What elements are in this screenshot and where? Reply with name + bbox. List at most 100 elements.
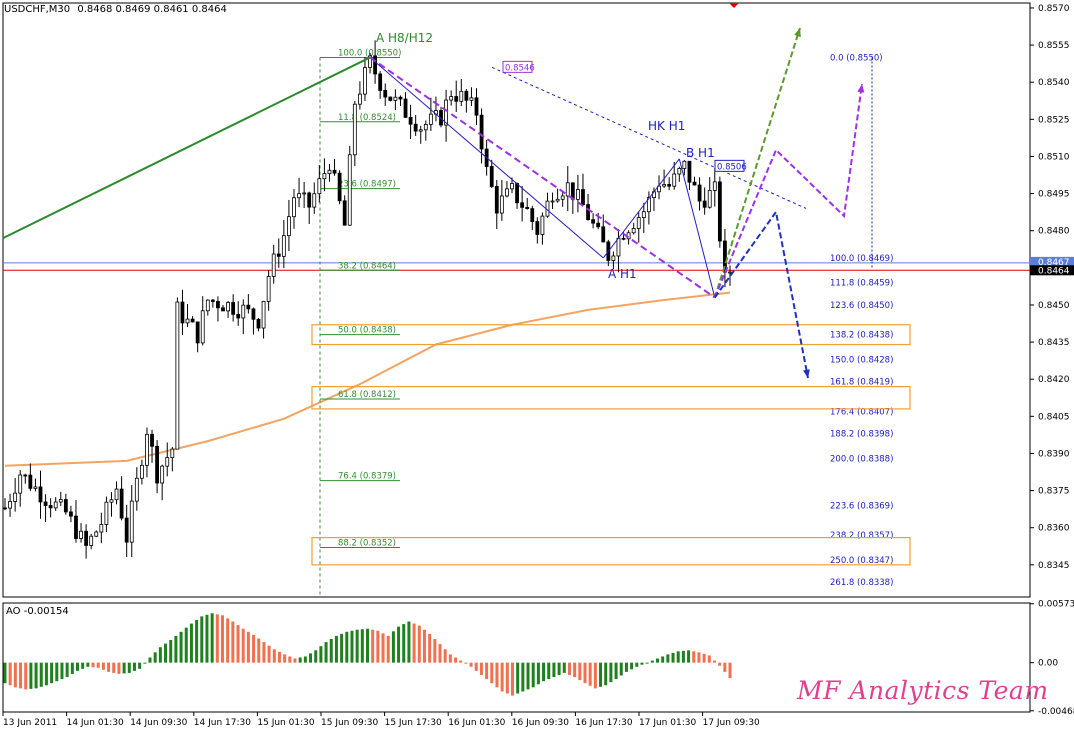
ao-bar [210,613,214,663]
candle-body [697,184,702,202]
candle-body [378,73,383,91]
projection-arrow-green-head [794,28,801,37]
candle-body [185,318,190,324]
x-tick-label: 17 Jun 01:30 [639,718,696,728]
candle-body [565,182,570,197]
candle-body [408,116,413,125]
candle-body [322,173,327,180]
ao-bar [386,635,390,663]
bid-tag [1030,265,1074,276]
ao-bar [205,614,209,663]
ao-bar [262,642,266,663]
ao-bar [24,662,28,690]
ao-bar [55,662,59,682]
wave-line-a [369,57,604,259]
ao-bar [127,662,131,673]
target-zone [311,536,911,566]
candle-body [586,204,590,221]
ao-bar [3,662,7,684]
ao-bar [117,662,121,674]
ao-bar [91,662,95,668]
ao-bar [531,662,535,688]
fib-extension-label: 161.8 (0.8419) [830,378,893,388]
ao-bar [179,631,183,663]
y-tick-label: 0.8420 [1038,375,1070,385]
candle-body [312,193,317,208]
candle-body [510,183,514,190]
ao-bar [96,662,100,668]
ao-bar [723,662,727,672]
ao-bar [226,618,230,663]
ao-bar [438,644,442,663]
candle-body [69,511,73,517]
header-symbol: USDCHF,M30 0.8468 0.8469 0.8461 0.8464 [4,4,227,15]
fib-retracement-label: 88.2 (0.8352) [338,539,396,549]
candle-body [28,474,33,489]
candle-body [287,216,291,237]
candle-body [383,90,388,98]
ao-bar [381,633,385,663]
candle-body [3,507,7,510]
y-tick-label: 0.8510 [1038,152,1070,162]
ao-bar [272,649,276,663]
candle-body [347,154,352,226]
ao-bar [578,662,582,681]
ao-bar [516,662,520,694]
candle-body [79,530,83,539]
fib-extension-label: 176.4 (0.8407) [830,407,893,417]
trend-line-green [2,56,371,240]
price-tag-purple [502,60,533,73]
ao-bar [350,630,354,663]
ao-bar [573,662,577,678]
candle-body [281,235,286,257]
ao-bar [221,615,224,663]
target-zone [311,386,911,410]
target-zone [311,324,911,346]
candle-body [454,96,459,102]
ao-bar [593,662,597,689]
candle-body [423,124,428,131]
ao-bar [433,638,437,663]
ao-bar [153,652,157,663]
ao-bar [215,614,219,663]
candle-body [596,222,601,228]
candle-body [231,302,236,315]
ao-bar [681,650,685,663]
ao-bar [712,660,716,663]
ao-bar [101,662,105,670]
candle-body [398,96,403,100]
ao-bar [676,651,680,663]
candle-body [276,253,281,257]
y-tick-label: 0.8390 [1038,449,1070,459]
ao-bar [500,662,504,692]
candle-body [317,178,322,195]
candle-body [667,184,672,187]
period-marker-icon [729,3,739,8]
y-tick-label: 0.8495 [1038,190,1070,200]
ao-bar [298,657,302,663]
ao-bar [39,662,43,687]
candle-body [576,189,580,200]
candle-body [677,168,682,175]
ao-bar [309,653,313,663]
candle-body [195,321,200,344]
candle-body [363,67,367,95]
candle-body [33,486,38,489]
ao-bar [267,645,271,663]
ao-bar [376,630,380,663]
candle-body [469,97,474,101]
ao-bar [303,656,307,663]
hk-trend-line [491,66,807,209]
candle-body [388,96,393,101]
ao-bar [479,662,483,675]
candle-body [555,198,560,202]
candle-body [251,308,256,320]
candle-body [357,93,362,105]
candle-body [621,237,626,240]
candle-body [104,501,109,525]
fib-extension-label: 150.0 (0.8428) [830,355,893,365]
candle-body [641,211,646,218]
fib-extension-label: 138.2 (0.8438) [830,331,893,341]
ao-y-tick-label: 0.00573 [1038,600,1074,610]
